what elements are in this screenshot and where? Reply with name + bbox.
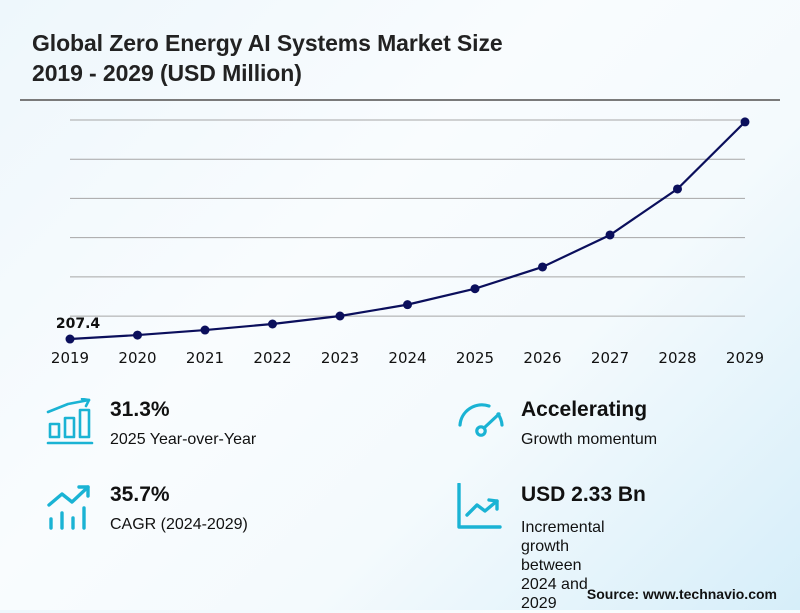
x-tick-label: 2026 [523, 349, 561, 367]
x-tick-label: 2027 [591, 349, 629, 367]
data-point-2020 [133, 330, 142, 340]
data-point-2024 [403, 300, 412, 310]
data-point-2029 [740, 117, 750, 127]
speedometer-icon [458, 403, 504, 437]
x-axis-ticks: 2019 2020 2021 2022 2023 2024 2025 2026 2027 2028… [51, 349, 764, 367]
stat-value: Accelerating [521, 398, 648, 421]
stat-value: 35.7% [110, 483, 170, 506]
data-points [65, 117, 750, 344]
x-tick-label: 2029 [726, 349, 764, 367]
data-labels: 207.4 [56, 316, 101, 332]
data-point-2025 [470, 284, 480, 294]
stat-description: Growth momentum [521, 431, 658, 448]
stat-description: CAGR (2024-2029) [110, 516, 248, 533]
trend-up-bars-icon [47, 485, 90, 530]
line-chart-growth-icon [457, 483, 502, 529]
stat-value: USD 2.33 Bn [521, 483, 646, 506]
x-tick-label: 2022 [253, 349, 291, 367]
x-tick-label: 2025 [456, 349, 494, 367]
x-tick-label: 2028 [658, 349, 696, 367]
stat-description: Incremental growth between 2024 and 2029 [521, 519, 605, 612]
x-tick-label: 2020 [118, 349, 156, 367]
x-tick-label: 2019 [51, 349, 89, 367]
stat-value: 31.3% [110, 398, 170, 421]
data-point-2021 [200, 325, 210, 335]
source-credit: Source: www.technavio.com [586, 586, 777, 602]
title-line-1: Global Zero Energy AI Systems Market Siz… [32, 30, 503, 56]
bar-chart-growth-icon [46, 398, 94, 445]
title-line-2: 2019 - 2029 (USD Million) [32, 60, 302, 86]
chart-title: Global Zero Energy AI Systems Market Siz… [32, 28, 503, 88]
data-point-2027 [605, 230, 615, 240]
data-point-2026 [538, 262, 547, 272]
data-point-2019 [65, 334, 75, 344]
title-divider [20, 99, 780, 101]
x-tick-label: 2023 [321, 349, 359, 367]
line-chart: 2019 2020 2021 2022 2023 2024 2025 2026 2027 2028… [51, 117, 764, 367]
x-tick-label: 2024 [388, 349, 426, 367]
data-point-2022 [268, 319, 277, 329]
data-point-2023 [335, 311, 345, 321]
data-point-2028 [673, 184, 682, 194]
stat-description: 2025 Year-over-Year [110, 431, 257, 448]
gridlines [70, 119, 745, 317]
x-tick-label: 2021 [186, 349, 224, 367]
data-label: 207.4 [56, 316, 101, 332]
